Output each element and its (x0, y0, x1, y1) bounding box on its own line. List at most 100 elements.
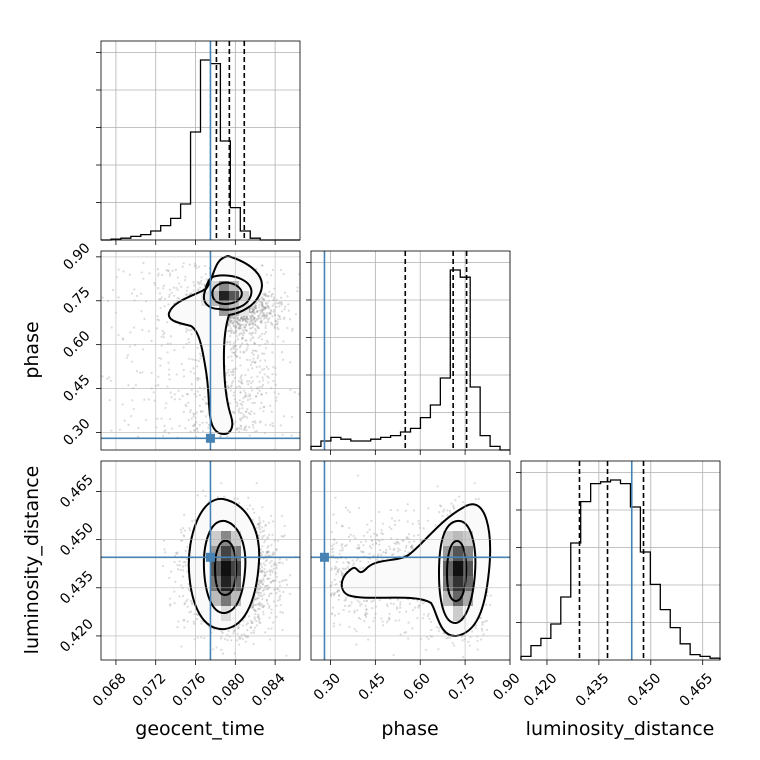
scatter-point-geocent-time-vs-phase-100 (249, 363, 253, 366)
scatter-point-geocent-time-vs-phase-2099 (186, 328, 189, 331)
scatter-point-geocent-time-vs-luminosity-distance-1793 (256, 615, 259, 618)
scatter-point-geocent-time-vs-luminosity-distance-1761 (265, 598, 268, 601)
density-cell-geocent-time-vs-phase-2 (229, 281, 239, 296)
scatter-point-geocent-time-vs-phase-623 (244, 317, 247, 321)
scatter-point-geocent-time-vs-luminosity-distance-476 (180, 645, 183, 648)
scatter-point-geocent-time-vs-phase-863 (134, 384, 137, 387)
scatter-point-geocent-time-vs-phase-1991 (143, 317, 146, 320)
scatter-point-geocent-time-vs-phase-73 (261, 301, 264, 304)
scatter-point-geocent-time-vs-phase-115 (164, 406, 167, 410)
scatter-point-geocent-time-vs-luminosity-distance-2039 (182, 619, 185, 622)
scatter-point-geocent-time-vs-phase-93 (243, 389, 246, 392)
scatter-point-geocent-time-vs-luminosity-distance-1350 (259, 621, 262, 624)
scatter-point-geocent-time-vs-phase-1018 (132, 407, 135, 411)
scatter-point-geocent-time-vs-luminosity-distance-1400 (275, 575, 278, 578)
scatter-point-geocent-time-vs-phase-478 (233, 319, 236, 322)
scatter-point-geocent-time-vs-luminosity-distance-331 (288, 592, 292, 595)
scatter-point-geocent-time-vs-phase-1897 (258, 385, 261, 389)
scatter-point-geocent-time-vs-phase-8 (247, 383, 250, 386)
scatter-point-geocent-time-vs-phase-862 (271, 422, 274, 425)
density-cell-geocent-time-vs-luminosity-distance-2 (231, 531, 241, 546)
scatter-point-geocent-time-vs-phase-1927 (248, 380, 251, 383)
scatter-point-geocent-time-vs-phase-138 (249, 317, 252, 320)
scatter-point-geocent-time-vs-phase-488 (229, 315, 232, 318)
scatter-point-geocent-time-vs-phase-1937 (270, 310, 273, 313)
scatter-point-geocent-time-vs-luminosity-distance-1169 (269, 570, 272, 573)
scatter-point-geocent-time-vs-phase-583 (244, 339, 247, 342)
scatter-point-geocent-time-vs-phase-179 (235, 317, 238, 320)
scatter-point-geocent-time-vs-phase-1215 (260, 321, 263, 325)
scatter-point-geocent-time-vs-phase-334 (261, 297, 264, 301)
scatter-point-geocent-time-vs-phase-901 (263, 306, 267, 309)
scatter-point-geocent-time-vs-phase-382 (192, 281, 195, 284)
scatter-point-geocent-time-vs-phase-463 (245, 317, 249, 320)
scatter-point-geocent-time-vs-luminosity-distance-1215 (186, 557, 189, 561)
scatter-point-geocent-time-vs-phase-610 (189, 292, 192, 295)
scatter-point-geocent-time-vs-phase-225 (240, 427, 243, 431)
scatter-point-geocent-time-vs-phase-1314 (284, 305, 287, 308)
scatter-point-geocent-time-vs-phase-480 (106, 377, 109, 380)
scatter-point-geocent-time-vs-phase-483 (230, 319, 233, 322)
scatter-point-geocent-time-vs-luminosity-distance-2192 (258, 621, 261, 624)
scatter-point-geocent-time-vs-luminosity-distance-1731 (177, 568, 180, 571)
scatter-point-geocent-time-vs-phase-1969 (282, 415, 285, 418)
scatter-point-geocent-time-vs-phase-1316 (245, 317, 248, 320)
scatter-point-geocent-time-vs-phase-204 (267, 312, 271, 315)
scatter-point-geocent-time-vs-phase-556 (251, 420, 254, 424)
scatter-point-geocent-time-vs-phase-838 (158, 298, 161, 301)
scatter-point-geocent-time-vs-phase-31 (261, 368, 264, 371)
scatter-point-geocent-time-vs-luminosity-distance-2252 (268, 577, 271, 580)
scatter-point-geocent-time-vs-luminosity-distance-2084 (193, 622, 196, 625)
panel-geocent-time-vs-phase (101, 251, 307, 450)
scatter-point-geocent-time-vs-phase-1948 (252, 336, 255, 339)
scatter-point-geocent-time-vs-phase-1627 (253, 312, 257, 315)
scatter-point-geocent-time-vs-luminosity-distance-1968 (173, 560, 176, 564)
scatter-point-geocent-time-vs-phase-285 (261, 311, 264, 314)
scatter-point-geocent-time-vs-phase-1716 (241, 400, 245, 404)
scatter-point-geocent-time-vs-luminosity-distance-1017 (191, 603, 194, 606)
scatter-point-geocent-time-vs-luminosity-distance-1397 (181, 565, 185, 568)
scatter-point-geocent-time-vs-phase-1703 (302, 322, 304, 324)
scatter-point-geocent-time-vs-luminosity-distance-127 (258, 519, 261, 522)
scatter-point-geocent-time-vs-phase-632 (305, 315, 307, 317)
scatter-point-geocent-time-vs-phase-356 (205, 403, 208, 406)
scatter-point-geocent-time-vs-phase-2014 (242, 415, 245, 419)
density-cell-geocent-time-vs-phase-6 (239, 291, 249, 306)
scatter-point-geocent-time-vs-luminosity-distance-1606 (200, 619, 203, 622)
scatter-point-geocent-time-vs-phase-676 (189, 370, 192, 373)
scatter-point-geocent-time-vs-phase-502 (128, 273, 131, 276)
scatter-point-geocent-time-vs-phase-1852 (238, 326, 241, 329)
scatter-point-geocent-time-vs-luminosity-distance-861 (281, 562, 284, 565)
scatter-point-geocent-time-vs-phase-2110 (190, 292, 193, 295)
scatter-point-geocent-time-vs-phase-2081 (139, 292, 143, 295)
scatter-point-phase-vs-luminosity-distance-8 (337, 570, 340, 573)
scatter-point-geocent-time-vs-phase-510 (167, 373, 171, 376)
scatter-point-geocent-time-vs-luminosity-distance-304 (175, 552, 179, 555)
scatter-point-geocent-time-vs-phase-92 (245, 380, 249, 383)
scatter-point-geocent-time-vs-phase-1490 (190, 388, 193, 392)
scatter-point-geocent-time-vs-luminosity-distance-1809 (245, 623, 248, 626)
scatter-point-geocent-time-vs-phase-1226 (167, 263, 171, 266)
scatter-point-geocent-time-vs-luminosity-distance-581 (285, 578, 288, 582)
scatter-point-geocent-time-vs-phase-1335 (226, 340, 229, 344)
scatter-point-geocent-time-vs-phase-812 (282, 340, 285, 343)
scatter-point-geocent-time-vs-phase-1166 (265, 273, 268, 276)
scatter-point-geocent-time-vs-phase-1377 (255, 307, 258, 310)
scatter-point-geocent-time-vs-luminosity-distance-2094 (272, 579, 275, 582)
scatter-point-geocent-time-vs-phase-126 (171, 427, 174, 430)
scatter-point-geocent-time-vs-phase-1055 (269, 423, 272, 427)
scatter-point-geocent-time-vs-phase-986 (237, 385, 240, 388)
scatter-point-geocent-time-vs-phase-1717 (117, 268, 120, 271)
scatter-point-geocent-time-vs-phase-1598 (162, 333, 165, 336)
scatter-point-geocent-time-vs-luminosity-distance-157 (169, 603, 172, 606)
scatter-point-geocent-time-vs-phase-1561 (142, 277, 145, 280)
scatter-point-geocent-time-vs-phase-390 (268, 290, 271, 294)
scatter-point-geocent-time-vs-phase-1150 (260, 332, 264, 336)
scatter-point-geocent-time-vs-phase-1665 (195, 377, 198, 380)
scatter-point-geocent-time-vs-phase-381 (279, 268, 283, 271)
scatter-point-geocent-time-vs-phase-154 (288, 318, 292, 321)
scatter-point-geocent-time-vs-phase-1526 (199, 354, 203, 357)
scatter-point-geocent-time-vs-luminosity-distance-1202 (277, 561, 280, 565)
scatter-point-geocent-time-vs-phase-990 (256, 310, 259, 313)
scatter-point-geocent-time-vs-luminosity-distance-888 (266, 558, 269, 562)
